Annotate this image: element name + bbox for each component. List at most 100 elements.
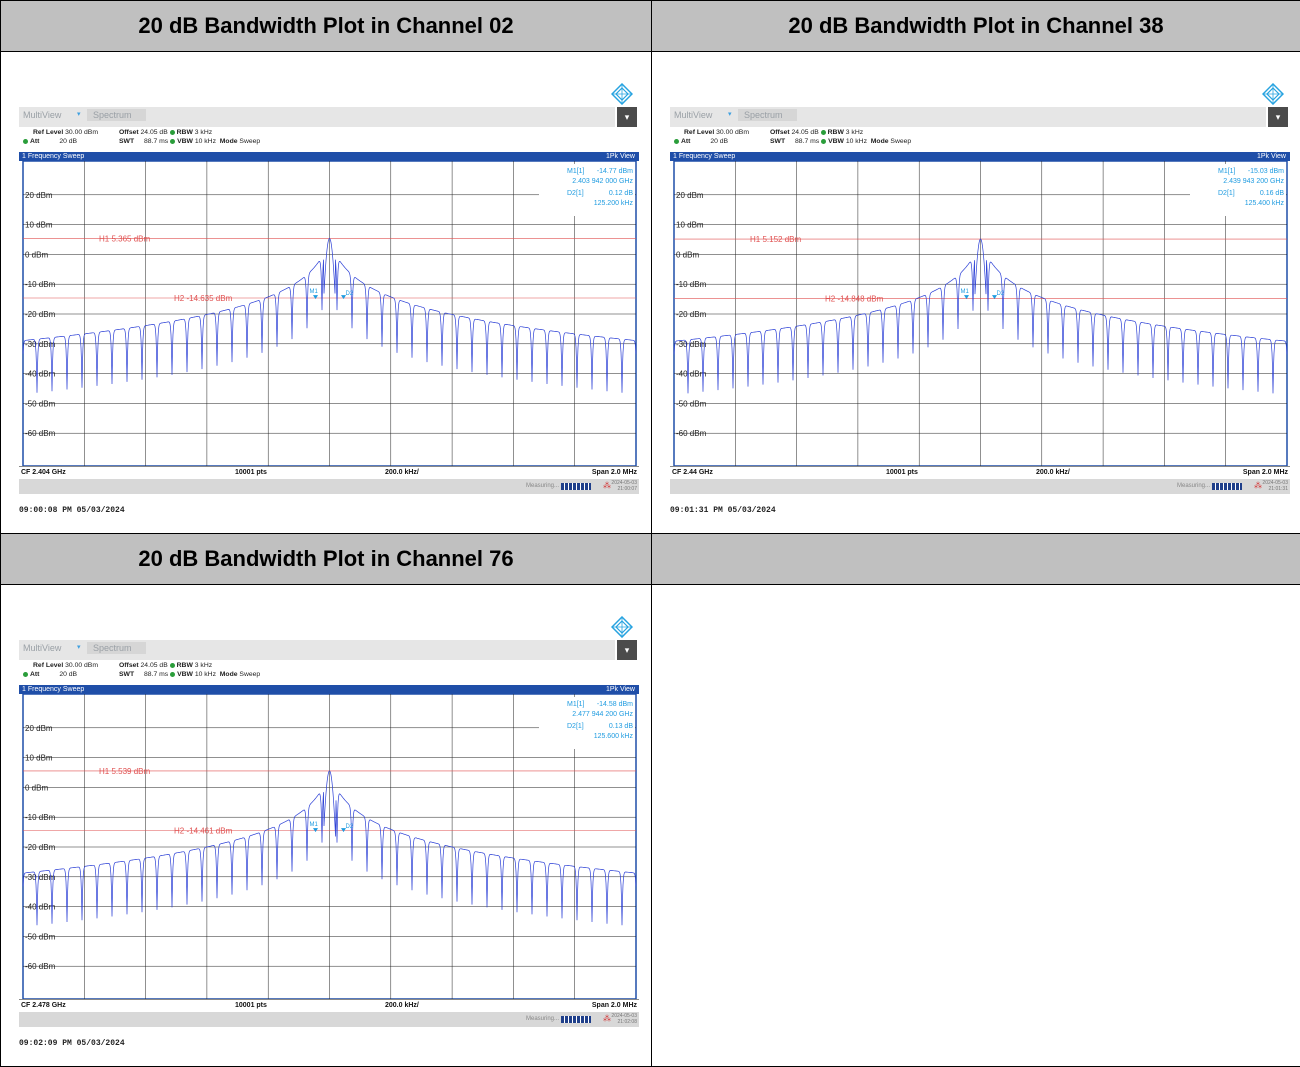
marker-readout-bg [539,697,635,750]
plot-cell-ch02: MultiView ▾ Spectrum ▾ Ref Level 30.00 d… [0,51,652,534]
tab-multiview[interactable]: MultiView [23,643,62,654]
view-label: 1Pk View [605,153,635,161]
menu-button[interactable]: ▾ [617,640,637,661]
y-tick-label: -30 dBm [25,340,56,349]
marker-d2-freq: 125.600 kHz [594,733,634,740]
marker-d2-value: 0.16 dB [1260,190,1284,197]
y-tick-label: -40 dBm [676,370,707,379]
analyzer-screenshot: MultiView ▾ Spectrum ▾ Ref Level 30.00 d… [19,616,639,1049]
y-tick-label: -50 dBm [676,400,707,409]
plot-cell-ch38: MultiView ▾ Spectrum ▾ Ref Level 30.00 d… [651,51,1300,534]
spectrum-trace [22,770,637,926]
status-dot-icon [169,129,175,135]
tab-bar: MultiView ▾ Spectrum [19,107,615,128]
offset: Offset 24.05 dB RBW 3 kHz [770,129,864,137]
status-dot-icon [674,138,679,144]
status-dot-icon [170,138,176,144]
status-dot-icon [821,138,827,144]
status-dot-icon [169,662,175,668]
marker-d2-value: 0.12 dB [609,190,633,197]
marker-m1-name: M1[1] [567,701,585,708]
capture-timestamp: 09:01:31 PM 05/03/2024 [670,506,776,516]
axis-footer: CF 2.44 GHz 10001 pts 200.0 kHz/ Span 2.… [670,466,1290,479]
y-tick-label: -20 dBm [25,843,56,852]
h2-label: H2 -14.461 dBm [174,827,233,836]
y-tick-label: -40 dBm [25,903,56,912]
axis-footer: CF 2.478 GHz 10001 pts 200.0 kHz/ Span 2… [19,999,639,1012]
rohde-schwarz-logo-icon [1262,83,1284,106]
rs-logo-icon: ⁂ [603,1014,611,1024]
marker-m1-value: -14.77 dBm [597,168,633,175]
marker-readout-bg [539,164,635,217]
settings-panel: Ref Level 30.00 dBm Offset 24.05 dB RBW … [670,127,1290,153]
y-tick-label: -30 dBm [676,340,707,349]
y-tick-label: 20 dBm [676,191,704,200]
marker-m1-label: M1 [310,289,319,295]
menu-button[interactable]: ▾ [617,107,637,128]
marker-d2-name: D2[1] [567,723,584,730]
tab-multiview[interactable]: MultiView [23,110,62,121]
chevron-down-icon[interactable]: ▾ [77,111,81,119]
status-bar: Measuring... ⁂ 2024-05-03 21:01:31 [670,479,1290,495]
y-tick-label: -30 dBm [25,873,56,882]
status-dot-icon [23,138,28,144]
h1-label: H1 5.539 dBm [99,767,150,776]
y-tick-label: -10 dBm [25,280,56,289]
marker-d2 [341,828,346,833]
rs-logo-icon: ⁂ [603,481,611,491]
marker-m1-freq: 2.403 942 000 GHz [572,178,633,185]
ref-level: Ref Level 30.00 dBm [33,129,98,137]
tab-multiview[interactable]: MultiView [674,110,713,121]
marker-m1-label: M1 [310,822,319,828]
center-frequency: CF 2.44 GHz [672,469,713,477]
div-label: 200.0 kHz/ [385,1002,419,1010]
progress-bar [561,483,591,491]
plot-cell-ch76: MultiView ▾ Spectrum ▾ Ref Level 30.00 d… [0,584,652,1067]
marker-d2-label: D2 [346,824,354,830]
marker-d2-label: D2 [346,291,354,297]
offset: Offset 24.05 dB RBW 3 kHz [119,662,213,670]
marker-d2-value: 0.13 dB [609,723,633,730]
marker-m1-value: -14.58 dBm [597,701,633,708]
status-dot-icon [170,671,176,677]
att: Att 20 dB [674,138,728,145]
marker-m1-name: M1[1] [567,168,585,175]
capture-timestamp: 09:02:09 PM 05/03/2024 [19,1039,125,1049]
tab-spectrum[interactable]: Spectrum [87,642,146,655]
y-tick-label: -50 dBm [25,933,56,942]
sweep-title-bar: 1 Frequency Sweep 1Pk View [19,152,639,162]
tab-bar: MultiView ▾ Spectrum [19,640,615,661]
chevron-down-icon[interactable]: ▾ [77,644,81,652]
status-bar: Measuring... ⁂ 2024-05-03 21:02:08 [19,1012,639,1028]
h1-label: H1 5.152 dBm [750,235,801,244]
menu-button[interactable]: ▾ [1268,107,1288,128]
marker-m1-freq: 2.477 944 200 GHz [572,711,633,718]
center-frequency: CF 2.478 GHz [21,1002,66,1010]
analyzer-screenshot: MultiView ▾ Spectrum ▾ Ref Level 30.00 d… [670,83,1290,516]
h2-label: H2 -14.848 dBm [825,295,884,304]
rohde-schwarz-logo-icon [611,83,633,106]
chevron-down-icon[interactable]: ▾ [728,111,732,119]
tab-spectrum[interactable]: Spectrum [87,109,146,122]
h2-label: H2 -14.635 dBm [174,294,233,303]
marker-d2 [992,295,997,300]
y-tick-label: 0 dBm [676,251,699,260]
capture-timestamp: 09:00:08 PM 05/03/2024 [19,506,125,516]
spectrum-plot: 20 dBm 10 dBm 0 dBm -10 dBm -20 dBm -30 dBm -4… [673,161,1288,467]
marker-m1 [313,295,318,300]
y-tick-label: 10 dBm [676,221,704,230]
sweep-title-bar: 1 Frequency Sweep 1Pk View [670,152,1290,162]
status-bar: Measuring... ⁂ 2024-05-03 21:00:07 [19,479,639,495]
span-label: Span 2.0 MHz [1242,469,1288,477]
points-label: 10001 pts [235,1002,267,1010]
axis-footer: CF 2.404 GHz 10001 pts 200.0 kHz/ Span 2… [19,466,639,479]
y-tick-label: -20 dBm [25,310,56,319]
header-channel-02: 20 dB Bandwidth Plot in Channel 02 [0,0,652,53]
view-label: 1Pk View [605,686,635,694]
view-label: 1Pk View [1256,153,1286,161]
spectrum-plot: 20 dBm 10 dBm 0 dBm -10 dBm -20 dBm -30 dBm -4… [22,694,637,1000]
y-tick-label: -60 dBm [25,962,56,971]
sweep-title: 1 Frequency Sweep [22,153,85,161]
tab-spectrum[interactable]: Spectrum [738,109,797,122]
marker-d2-freq: 125.400 kHz [1245,200,1285,207]
